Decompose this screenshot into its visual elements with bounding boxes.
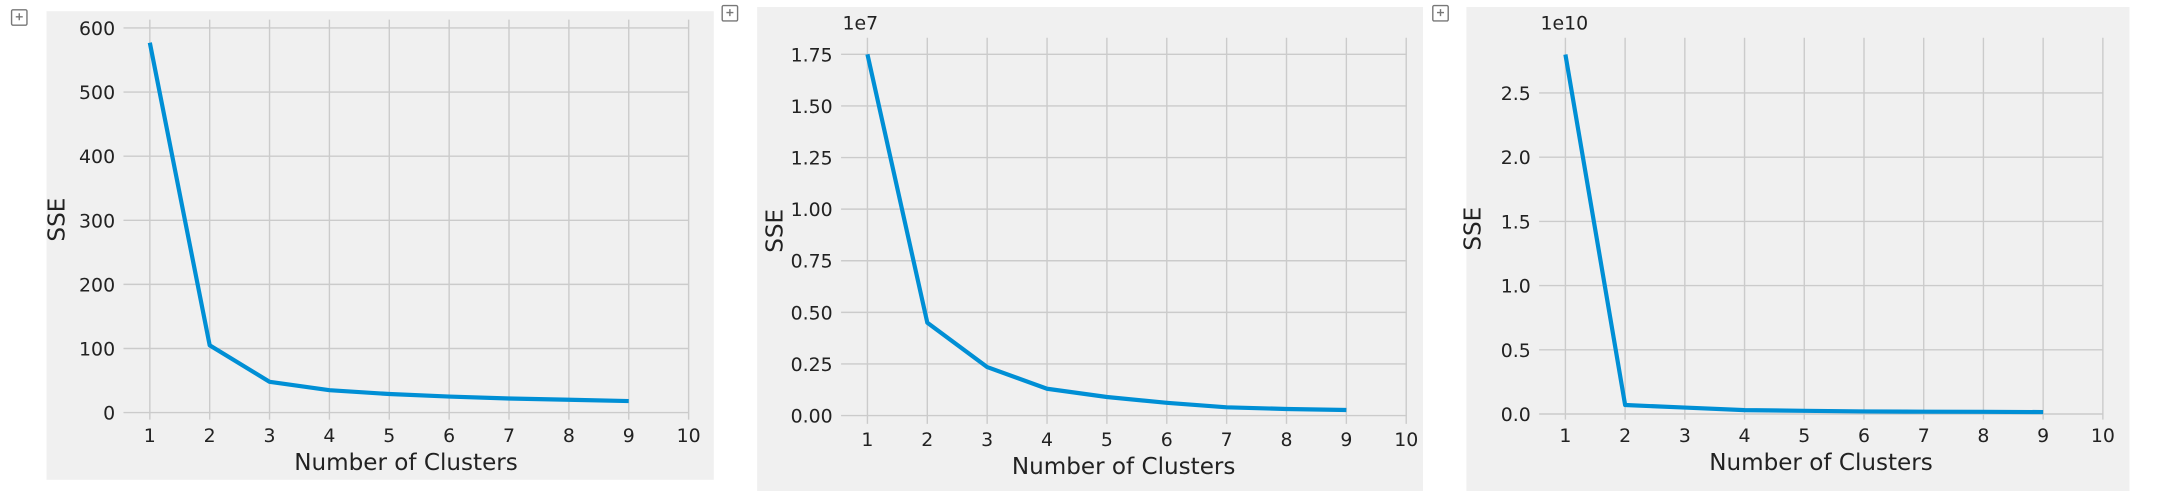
- x-tick-label: 2: [204, 425, 216, 447]
- x-tick-label: 4: [323, 425, 335, 447]
- x-tick-label: 3: [1679, 425, 1691, 447]
- output-icon[interactable]: [1432, 4, 1449, 22]
- y-axis-label: SSE: [1460, 207, 1486, 251]
- x-axis-label: Number of Clusters: [1709, 450, 1933, 476]
- x-tick-label: 6: [1858, 425, 1870, 447]
- y-tick-label: 600: [79, 18, 115, 40]
- x-tick-label: 2: [1619, 425, 1631, 447]
- y-tick-label: 1.25: [791, 148, 833, 170]
- x-tick-label: 3: [264, 425, 276, 447]
- y-tick-label: 2.0: [1501, 147, 1531, 169]
- x-tick-label: 5: [383, 425, 395, 447]
- x-tick-label: 1: [144, 425, 156, 447]
- x-tick-label: 9: [2037, 425, 2049, 447]
- y-tick-label: 0.75: [791, 251, 833, 273]
- data-line: [147, 42, 629, 404]
- x-tick-label: 5: [1101, 429, 1113, 451]
- y-tick-label: 1.5: [1501, 211, 1531, 233]
- y-tick-label: 0.00: [791, 406, 833, 428]
- offset-text: 1e10: [1541, 12, 1589, 34]
- x-tick-label: 7: [503, 425, 515, 447]
- output-panel: [757, 6, 1424, 491]
- y-tick-label: 1.75: [791, 44, 833, 66]
- x-tick-label: 8: [563, 425, 575, 447]
- chart: 1 2 3 4 5 6 7 8 9 10 0.0 0.5 1.0 1.5 2.0 2.5 Number of C…: [1460, 12, 2115, 476]
- offset-text: 1e7: [842, 12, 878, 34]
- y-tick-label: 0.0: [1501, 404, 1531, 426]
- y-axis-label: SSE: [45, 198, 71, 242]
- chart: 1 2 3 4 5 6 7 8 9 10 0.00 0.25 0.50 0.75 1.00 1.25 1.50 1…: [762, 12, 1418, 480]
- x-tick-label: 8: [1280, 429, 1292, 451]
- x-tick-label: 1: [1559, 425, 1571, 447]
- x-tick-label: 3: [981, 429, 993, 451]
- output-icon[interactable]: [10, 9, 28, 26]
- output-icon[interactable]: [721, 4, 739, 22]
- x-tick-label: 4: [1739, 425, 1751, 447]
- y-tick-label: 400: [79, 146, 115, 168]
- x-tick-label: 7: [1918, 425, 1930, 447]
- x-tick-label: 7: [1221, 429, 1233, 451]
- x-tick-label: 2: [921, 429, 933, 451]
- x-tick-label: 6: [1161, 429, 1173, 451]
- y-tick-label: 0.50: [791, 302, 833, 324]
- y-tick-label: 0: [103, 403, 115, 425]
- x-tick-label: 10: [1394, 429, 1418, 451]
- x-axis-label: Number of Clusters: [294, 450, 518, 476]
- y-axis-label: SSE: [762, 209, 788, 253]
- data-line: [1563, 54, 2044, 415]
- x-tick-label: 5: [1798, 425, 1810, 447]
- output-panel: [46, 11, 714, 480]
- y-tick-label: 1.00: [791, 199, 833, 221]
- y-tick-label: 500: [79, 82, 115, 104]
- data-line: [865, 53, 1347, 413]
- y-tick-label: 0.5: [1501, 340, 1531, 362]
- y-tick-label: 300: [79, 210, 115, 232]
- x-tick-label: 10: [2091, 425, 2115, 447]
- y-tick-label: 1.0: [1501, 276, 1531, 298]
- x-tick-label: 4: [1041, 429, 1053, 451]
- x-tick-label: 9: [623, 425, 635, 447]
- y-tick-label: 200: [79, 274, 115, 296]
- x-tick-label: 10: [677, 425, 701, 447]
- x-tick-label: 9: [1340, 429, 1352, 451]
- y-tick-label: 100: [79, 338, 115, 360]
- y-tick-label: 1.50: [791, 96, 833, 118]
- x-tick-label: 8: [1977, 425, 1989, 447]
- x-tick-label: 1: [861, 429, 873, 451]
- y-tick-label: 0.25: [791, 354, 833, 376]
- y-tick-label: 2.5: [1501, 83, 1531, 105]
- x-axis-label: Number of Clusters: [1012, 454, 1236, 480]
- x-tick-label: 6: [443, 425, 455, 447]
